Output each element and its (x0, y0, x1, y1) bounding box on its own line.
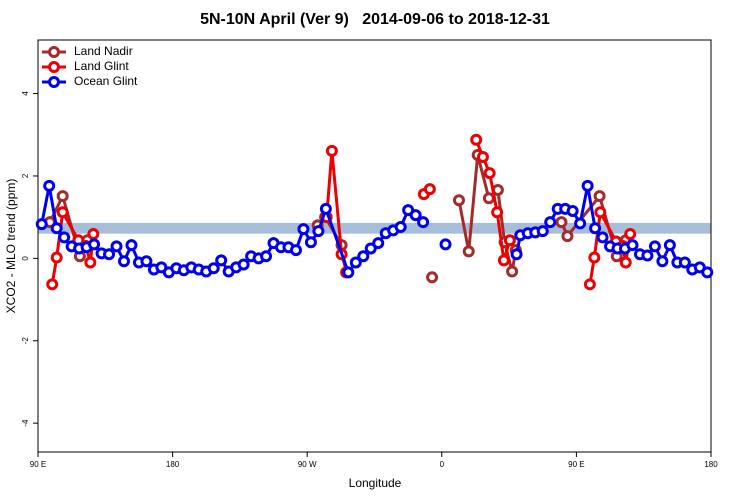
data-point (357, 250, 370, 263)
data-point (497, 254, 510, 267)
data-point (596, 231, 609, 244)
data-point (544, 216, 557, 229)
data-point (561, 230, 574, 243)
data-point (583, 278, 596, 291)
data-point (626, 239, 639, 252)
data-point (289, 244, 302, 257)
data-point (140, 255, 153, 268)
data-point (364, 242, 377, 255)
data-point (87, 228, 100, 241)
data-point (417, 216, 430, 229)
data-point (88, 238, 101, 251)
data-point (394, 221, 407, 234)
data-point (482, 192, 495, 205)
data-point (35, 218, 48, 231)
data-point (58, 231, 71, 244)
legend-label: Land Glint (74, 59, 129, 73)
data-point (312, 225, 325, 238)
data-point (56, 206, 69, 219)
data-point (503, 234, 516, 247)
data-point (648, 240, 661, 253)
legend-marker (48, 46, 60, 58)
data-point (297, 223, 310, 236)
x-tick-label: 90 W (298, 460, 317, 469)
data-point (46, 278, 59, 291)
data-point (619, 256, 632, 269)
data-point (678, 256, 691, 269)
data-point (50, 251, 63, 264)
band (38, 222, 711, 234)
plot-frame (37, 39, 712, 453)
data-point (103, 248, 116, 261)
x-tick-label: 180 (166, 460, 180, 469)
x-axis-label: Longitude (349, 476, 402, 490)
data-point (483, 167, 496, 180)
data-point (372, 237, 385, 250)
x-tick-label: 90 E (30, 460, 46, 469)
data-point (476, 151, 489, 164)
data-point (349, 256, 362, 269)
data-point (215, 254, 228, 267)
data-point (491, 206, 504, 219)
legend-label: Land Nadir (74, 44, 133, 58)
data-point (506, 265, 519, 278)
x-tick-label: 90 E (568, 460, 584, 469)
data-point (470, 133, 483, 146)
data-point (117, 255, 130, 268)
data-point (624, 228, 637, 241)
chart-title: 5N-10N April (Ver 9) 2014-09-06 to 2018-… (200, 11, 550, 28)
data-point (260, 250, 273, 263)
data-point (325, 144, 338, 157)
x-tick-label: 180 (704, 460, 718, 469)
data-point (237, 258, 250, 271)
data-point (125, 239, 138, 252)
data-point (663, 239, 676, 252)
legend-marker (48, 61, 60, 73)
data-point (304, 236, 317, 249)
data-point (319, 202, 332, 215)
data-point (207, 262, 220, 275)
data-point (84, 256, 97, 269)
data-point (574, 217, 587, 230)
legend-marker (48, 76, 60, 88)
data-point (701, 266, 714, 279)
data-point (56, 190, 69, 203)
data-point (566, 204, 579, 217)
x-tick-label: 0 (440, 460, 445, 469)
data-point (462, 245, 475, 258)
y-tick-label: 4 (21, 91, 30, 96)
data-point (510, 248, 523, 261)
legend-label: Ocean Glint (74, 74, 138, 88)
data-point (555, 216, 568, 229)
data-point (656, 255, 669, 268)
y-tick-label: 2 (21, 173, 30, 178)
data-point (50, 222, 63, 235)
data-point (594, 206, 607, 219)
data-point (409, 209, 422, 222)
y-axis-label: XCO2 - MLO trend (ppm) (4, 179, 18, 314)
data-point (426, 271, 439, 284)
data-point (641, 249, 654, 262)
data-point (581, 179, 594, 192)
data-point (589, 222, 602, 235)
data-point (452, 194, 465, 207)
data-point (342, 266, 355, 279)
data-point (43, 179, 56, 192)
data-point (536, 225, 549, 238)
y-tick-label: 0 (21, 256, 30, 261)
data-point (110, 240, 123, 253)
data-point (423, 183, 436, 196)
y-tick-label: -4 (21, 419, 30, 427)
data-point (593, 190, 606, 203)
data-point (439, 238, 452, 251)
data-point (588, 251, 601, 264)
y-tick-label: -2 (21, 337, 30, 345)
